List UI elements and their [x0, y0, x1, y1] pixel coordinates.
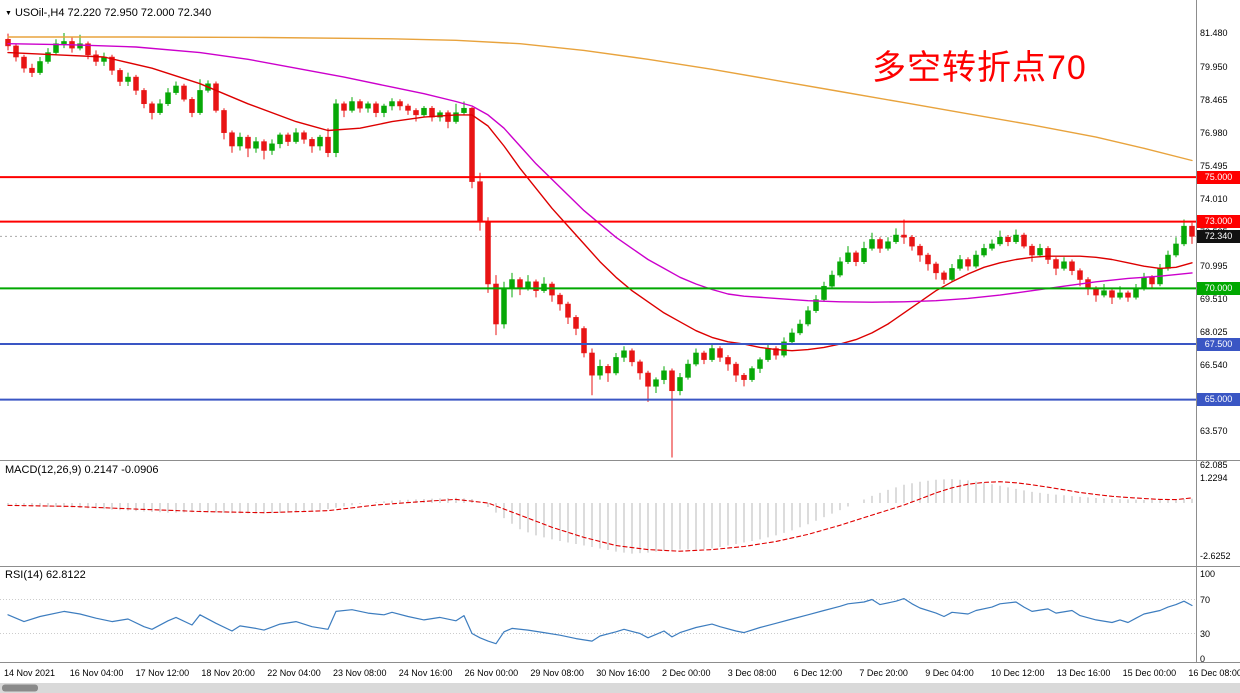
price-level-badge: 65.000 — [1197, 393, 1240, 407]
price-axis-label: 79.950 — [1200, 62, 1228, 73]
chart-dropdown-icon: ▼ — [5, 10, 12, 17]
macd-panel — [7, 479, 1193, 554]
time-axis-label: 9 Dec 04:00 — [925, 668, 974, 678]
time-axis-label: 22 Nov 04:00 — [267, 668, 321, 678]
scrollbar-thumb[interactable] — [2, 684, 38, 692]
annotation-text: 多空转折点70 — [872, 49, 1087, 87]
time-axis-label: 10 Dec 12:00 — [991, 668, 1045, 678]
price-axis-label: 78.465 — [1200, 95, 1228, 106]
price-axis-label: 66.540 — [1200, 360, 1228, 371]
time-axis-label: 16 Nov 04:00 — [69, 668, 124, 678]
rsi-axis-label: 0 — [1200, 654, 1206, 664]
time-axis-label: 23 Nov 08:00 — [333, 668, 387, 678]
price-axis-label: 69.510 — [1200, 294, 1228, 305]
rsi-axis-label: 30 — [1200, 628, 1211, 639]
time-axis-label: 13 Dec 16:00 — [1056, 668, 1111, 678]
price-axis-label: 81.480 — [1200, 28, 1228, 38]
time-axis-label: 7 Dec 20:00 — [859, 668, 908, 678]
price-axis-label: 62.085 — [1200, 459, 1228, 470]
macd-axis-label: -2.6252 — [1200, 551, 1231, 562]
time-axis-label: 18 Nov 20:00 — [201, 668, 255, 678]
time-axis-label: 15 Dec 00:00 — [1122, 668, 1177, 678]
ma-fast-line — [7, 51, 1193, 352]
time-axis-label: 14 Nov 2021 — [4, 668, 56, 678]
bottom-scrollbar[interactable] — [0, 683, 1240, 693]
price-axis-label: 63.570 — [1200, 426, 1228, 437]
price-axis-label: 76.980 — [1200, 128, 1228, 139]
current-price-badge: 72.340 — [1197, 229, 1240, 243]
time-axis-label: 26 Nov 00:00 — [464, 668, 519, 678]
price-axis-label: 75.495 — [1200, 161, 1228, 172]
time-axis-label: 2 Dec 00:00 — [662, 668, 711, 678]
horizontal-level-lines — [0, 176, 1196, 401]
time-axis-label: 6 Dec 12:00 — [793, 668, 843, 678]
candlesticks — [5, 33, 1195, 458]
price-level-badge: 73.000 — [1197, 215, 1240, 229]
time-axis-label: 24 Nov 16:00 — [398, 668, 453, 678]
rsi-axis-label: 70 — [1200, 594, 1211, 605]
macd-indicator-label: MACD(12,26,9) 0.2147 -0.0906 — [5, 464, 159, 476]
price-level-badge: 75.000 — [1197, 170, 1240, 184]
time-axis-label: 3 Dec 08:00 — [727, 668, 777, 678]
time-axis-label: 29 Nov 08:00 — [530, 668, 584, 678]
ma-medium-line — [7, 43, 1193, 303]
macd-axis-label: 1.2294 — [1200, 473, 1228, 484]
chart-title-text: USOil-,H4 72.220 72.950 72.000 72.340 — [14, 7, 212, 19]
price-level-badge: 70.000 — [1197, 281, 1240, 295]
rsi-panel — [0, 598, 1196, 645]
time-axis-label: 17 Nov 12:00 — [135, 668, 190, 678]
price-axis-label: 74.010 — [1200, 194, 1228, 205]
rsi-indicator-label: RSI(14) 62.8122 — [5, 569, 86, 581]
price-axis-label: 70.995 — [1200, 261, 1228, 272]
time-axis-label: 30 Nov 16:00 — [596, 668, 650, 678]
time-axis-label: 16 Dec 08:00 — [1188, 668, 1240, 678]
price-axis-label: 68.025 — [1200, 327, 1228, 338]
ma-slow-line — [7, 36, 1193, 162]
chart-title: ▼ USOil-,H4 72.220 72.950 72.000 72.340 — [5, 7, 211, 19]
rsi-axis-label: 100 — [1200, 569, 1216, 579]
price-level-badge: 67.500 — [1197, 337, 1240, 351]
